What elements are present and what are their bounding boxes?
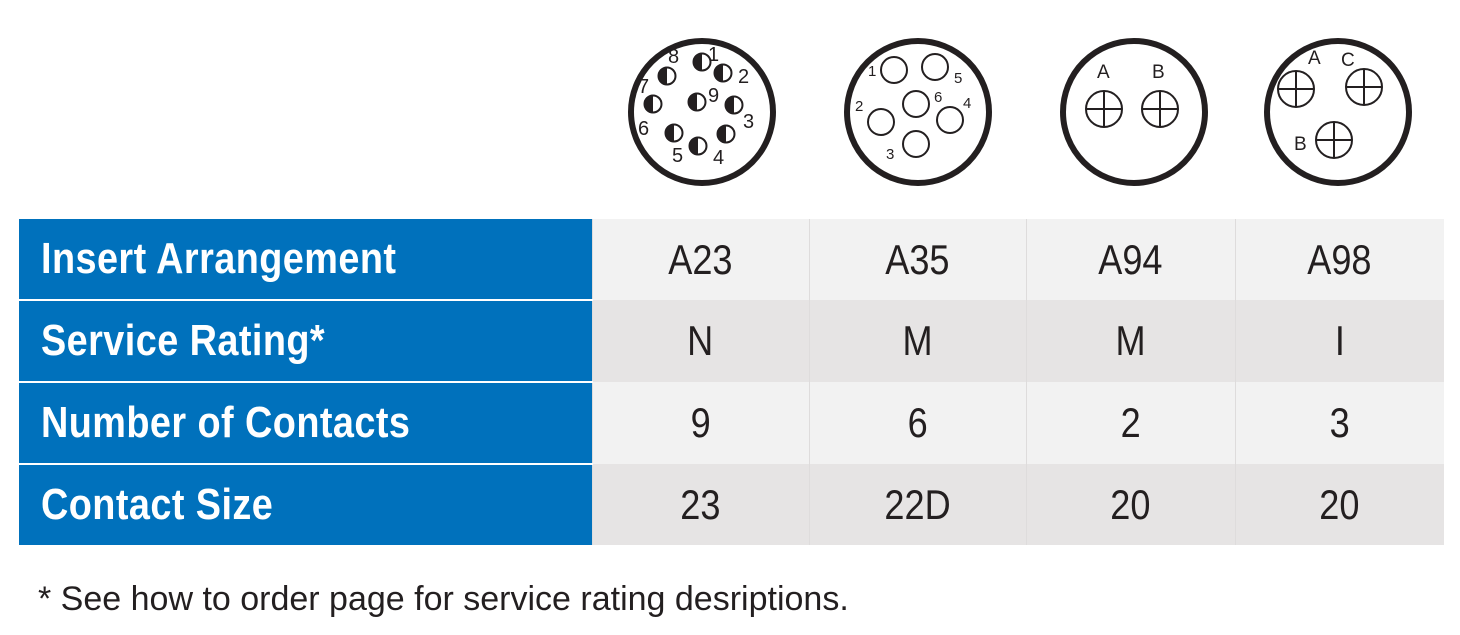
- crosshair-pin-icon: [1085, 90, 1123, 128]
- svg-text:8: 8: [668, 46, 679, 68]
- insert-diagram-a23: 1 2 3 4 5 6 7 8 9: [626, 36, 778, 188]
- table-cell: 2: [1025, 382, 1235, 464]
- footnote: * See how to order page for service rati…: [38, 580, 849, 618]
- table-cell: A98: [1234, 219, 1444, 300]
- table-row-contact-size: Contact Size 23 22D 20 20: [19, 464, 1444, 545]
- svg-text:5: 5: [672, 145, 683, 167]
- connector-insert-diagram-icon: A B: [1060, 38, 1208, 186]
- svg-text:9: 9: [708, 85, 719, 107]
- svg-text:4: 4: [713, 147, 724, 169]
- table-cell: A35: [808, 219, 1026, 300]
- table-cell: 22D: [808, 464, 1026, 545]
- table-cell: 20: [1234, 464, 1444, 545]
- row-header: Service Rating*: [19, 300, 592, 383]
- connector-insert-diagram-icon: 1 2 3 4 5 6: [844, 38, 992, 186]
- table-cell: 23: [591, 464, 809, 545]
- table-row-number-of-contacts: Number of Contacts 9 6 2 3: [19, 382, 1444, 465]
- svg-text:3: 3: [743, 111, 754, 133]
- table-cell: 3: [1234, 382, 1444, 464]
- svg-text:2: 2: [855, 98, 863, 115]
- pin-label: A: [1097, 62, 1110, 83]
- svg-text:3: 3: [886, 146, 894, 163]
- svg-text:C: C: [1341, 50, 1355, 71]
- half-filled-pin-icon: [713, 63, 733, 83]
- table-cell: 9: [591, 382, 809, 464]
- table-cell: A23: [591, 219, 809, 300]
- table-cell: N: [591, 300, 809, 382]
- connector-insert-diagram-icon: 1 2 3 4 5 6 7 8 9: [628, 38, 776, 186]
- svg-text:7: 7: [638, 76, 649, 98]
- table-cell: I: [1234, 300, 1444, 382]
- table-cell: A94: [1025, 219, 1235, 300]
- insert-diagram-a98: A B C: [1262, 36, 1414, 188]
- insert-spec-table: Insert Arrangement A23 A35 A94 A98 Servi…: [19, 219, 1444, 545]
- svg-text:2: 2: [738, 66, 749, 88]
- svg-text:5: 5: [954, 70, 962, 87]
- pin-label: 1: [868, 63, 876, 80]
- svg-text:6: 6: [638, 118, 649, 140]
- insert-diagram-a94: A B: [1058, 36, 1210, 188]
- connector-insert-diagram-icon: A B C: [1264, 38, 1412, 186]
- table-cell: 20: [1025, 464, 1235, 545]
- table-cell: 6: [808, 382, 1026, 464]
- table-cell: M: [808, 300, 1026, 382]
- row-header: Contact Size: [19, 464, 592, 545]
- table-cell: M: [1025, 300, 1235, 382]
- table-row-insert-arrangement: Insert Arrangement A23 A35 A94 A98: [19, 219, 1444, 301]
- table-row-service-rating: Service Rating* N M M I: [19, 300, 1444, 383]
- svg-text:B: B: [1152, 62, 1165, 83]
- pin-label: A: [1308, 48, 1321, 69]
- row-header: Number of Contacts: [19, 382, 592, 465]
- pin-label: 1: [708, 44, 719, 66]
- svg-text:4: 4: [963, 95, 971, 112]
- svg-text:6: 6: [934, 89, 942, 106]
- crosshair-pin-icon: [1277, 70, 1315, 108]
- svg-text:B: B: [1294, 134, 1307, 155]
- insert-diagram-a35: 1 2 3 4 5 6: [842, 36, 994, 188]
- row-header: Insert Arrangement: [19, 219, 592, 301]
